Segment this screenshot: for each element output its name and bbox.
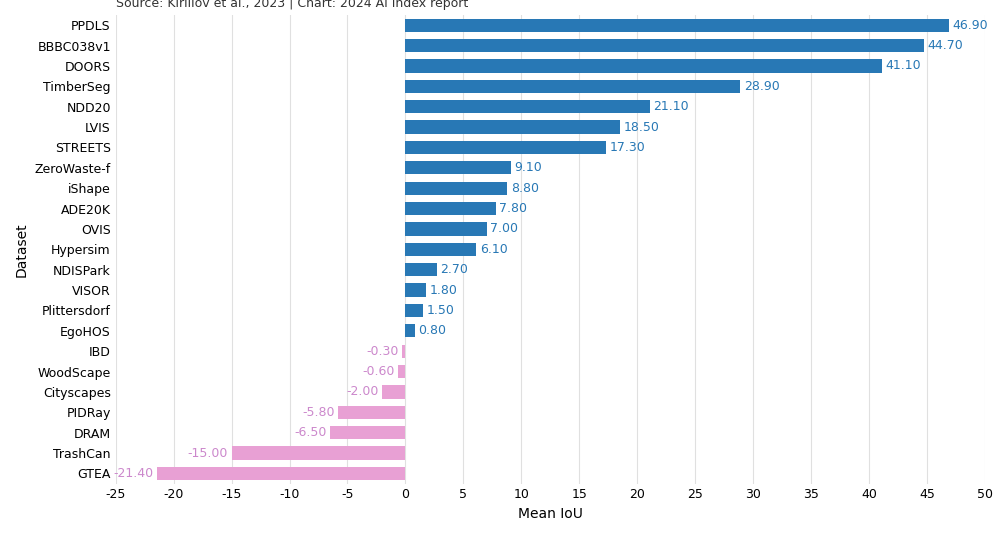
Bar [405, 243, 476, 256]
Text: 28.90: 28.90 [744, 80, 779, 93]
Text: 41.10: 41.10 [885, 59, 921, 72]
Text: 44.70: 44.70 [927, 39, 963, 52]
Bar [405, 222, 487, 235]
Text: 2.70: 2.70 [440, 263, 468, 276]
Bar [402, 345, 405, 358]
Y-axis label: Dataset: Dataset [15, 222, 29, 277]
Text: -6.50: -6.50 [294, 426, 327, 439]
Text: 46.90: 46.90 [953, 19, 988, 32]
Bar [405, 324, 414, 337]
Bar [405, 19, 950, 32]
Bar [339, 406, 405, 419]
Text: 1.80: 1.80 [429, 284, 458, 296]
Bar [405, 304, 422, 317]
Text: 6.10: 6.10 [480, 243, 507, 256]
Bar [405, 182, 507, 195]
Text: -0.60: -0.60 [363, 365, 395, 378]
Bar [405, 141, 606, 154]
Text: 7.00: 7.00 [490, 222, 518, 235]
Text: -0.30: -0.30 [366, 345, 398, 358]
Bar [405, 121, 620, 133]
Text: 7.80: 7.80 [499, 202, 527, 215]
Bar [405, 202, 496, 215]
Bar [232, 446, 405, 460]
Text: -15.00: -15.00 [187, 446, 228, 459]
X-axis label: Mean IoU: Mean IoU [518, 507, 583, 521]
Text: 8.80: 8.80 [511, 182, 539, 195]
Text: 1.50: 1.50 [426, 304, 455, 317]
Bar [405, 284, 426, 296]
Text: -21.40: -21.40 [114, 467, 154, 480]
Bar [382, 385, 405, 399]
Bar [157, 467, 405, 480]
Bar [405, 100, 650, 113]
Bar [405, 80, 741, 93]
Bar [405, 161, 511, 174]
Text: 17.30: 17.30 [610, 141, 645, 154]
Text: 0.80: 0.80 [418, 324, 447, 337]
Bar [405, 59, 882, 72]
Text: Source: Kirillov et al., 2023 | Chart: 2024 AI Index report: Source: Kirillov et al., 2023 | Chart: 2… [116, 0, 468, 10]
Bar [398, 365, 405, 378]
Text: 18.50: 18.50 [623, 121, 659, 133]
Text: 21.10: 21.10 [653, 100, 689, 113]
Text: 9.10: 9.10 [514, 161, 542, 174]
Text: -5.80: -5.80 [302, 406, 335, 419]
Text: -2.00: -2.00 [347, 385, 379, 398]
Bar [405, 263, 436, 276]
Bar [405, 39, 923, 52]
Bar [330, 426, 405, 440]
